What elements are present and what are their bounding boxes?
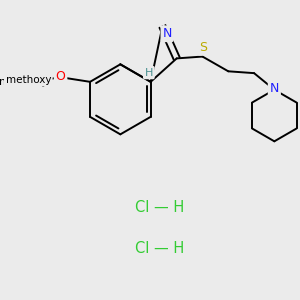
Text: N: N (162, 27, 172, 40)
Text: O: O (56, 70, 65, 83)
Text: methoxy: methoxy (0, 77, 48, 87)
Text: Cl — H: Cl — H (135, 200, 184, 214)
Text: H: H (145, 68, 153, 78)
Text: N: N (270, 82, 279, 95)
Text: S: S (200, 41, 207, 54)
Text: methoxy: methoxy (6, 75, 51, 85)
Text: Cl — H: Cl — H (135, 241, 184, 256)
